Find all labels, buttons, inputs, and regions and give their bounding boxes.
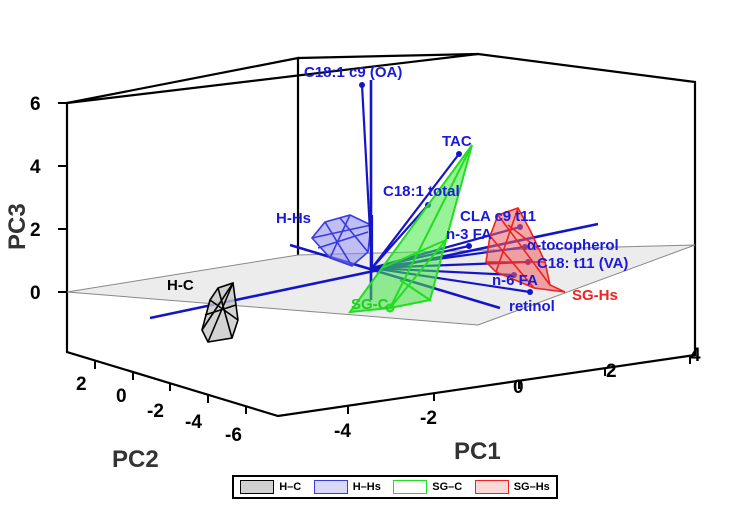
legend-item: H–C: [240, 480, 301, 494]
group-label-SG-C: SG-C: [351, 296, 389, 313]
y-axis-title: PC2: [112, 446, 159, 473]
group-label-SG-Hs: SG-Hs: [572, 287, 618, 304]
plot-box-frame: [65, 52, 697, 418]
group-labels: H-C H-Hs SG-C SG-Hs: [167, 210, 618, 313]
y-tick-0: 0: [116, 386, 127, 407]
hull-H-Hs: [310, 214, 372, 267]
x-tick-0: 0: [513, 377, 524, 398]
ticks: [58, 102, 691, 414]
loading-label-tac: TAC: [442, 133, 472, 150]
hull-SG-Hs: [485, 207, 566, 293]
legend-item: SG–C: [393, 480, 462, 494]
x-tick-2: 2: [606, 361, 617, 382]
legend-label: SG–C: [432, 481, 463, 493]
legend-item: SG–Hs: [474, 480, 550, 494]
group-label-H-C: H-C: [167, 277, 194, 294]
loading-label-va: C18: t11 (VA): [537, 255, 628, 272]
loading-labels: C18:1 c9 (OA) TAC C18:1 total CLA c9 t11…: [304, 64, 628, 315]
hull-SG-C: [347, 144, 473, 314]
legend-item: H–Hs: [313, 480, 381, 494]
y-tick-labels: 2 0 -2 -4 -6: [76, 374, 242, 446]
legend-label: H–Hs: [352, 481, 381, 493]
y-tick-neg4: -4: [185, 412, 202, 433]
z-tick-6: 6: [30, 94, 41, 115]
loading-label-c181-total: C18:1 total: [383, 183, 460, 200]
loading-label-n6: n-6 FA: [492, 272, 538, 289]
legend-label: SG–Hs: [513, 481, 550, 493]
group-label-H-Hs: H-Hs: [276, 210, 311, 227]
x-tick-4: 4: [690, 345, 701, 366]
loading-label-tocopherol: α-tocopherol: [527, 237, 619, 254]
z-tick-2: 2: [30, 220, 41, 241]
z-axis-title: PC3: [4, 203, 31, 250]
legend-label: H–C: [279, 481, 302, 493]
loading-label-n3: n-3 FA: [446, 226, 492, 243]
legend-swatch-SG-C: [393, 480, 428, 494]
legend-swatch-SG-Hs: [474, 480, 509, 494]
y-tick-neg2: -2: [147, 401, 164, 422]
y-tick-neg6: -6: [225, 425, 242, 446]
z-tick-4: 4: [30, 157, 41, 178]
hull-H-C: [201, 281, 239, 343]
z-tick-labels: 6 4 2 0: [30, 94, 41, 304]
z-tick-0: 0: [30, 283, 41, 304]
loading-label-cla: CLA c9 t11: [460, 208, 536, 225]
x-tick-neg2: -2: [420, 408, 437, 429]
legend-swatch-H-Hs: [313, 480, 348, 494]
y-tick-2: 2: [76, 374, 87, 395]
loading-label-oa: C18:1 c9 (OA): [304, 64, 402, 81]
loading-label-retinol: retinol: [509, 298, 555, 315]
x-tick-neg4: -4: [334, 421, 351, 442]
x-axis-title: PC1: [454, 438, 501, 465]
x-tick-labels: -4 -2 0 2 4: [334, 345, 701, 442]
legend: H–C H–Hs SG–C SG–Hs: [232, 475, 558, 499]
legend-swatch-H-C: [240, 480, 275, 494]
